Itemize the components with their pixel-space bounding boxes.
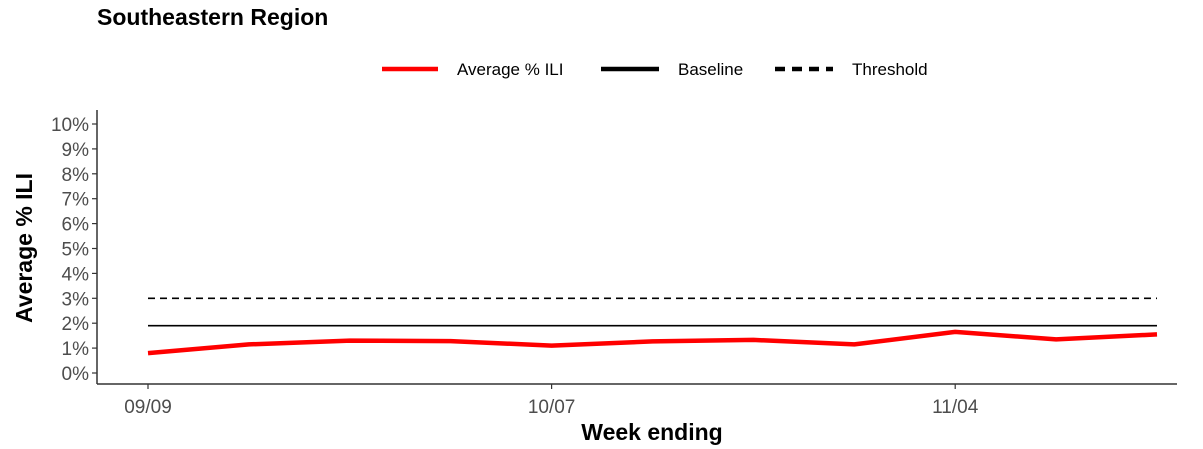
x-axis-title: Week ending xyxy=(581,419,722,445)
y-tick-label: 4% xyxy=(62,264,90,285)
chart-title: Southeastern Region xyxy=(97,4,329,30)
legend-label: Threshold xyxy=(852,60,928,79)
y-axis-title: Average % ILI xyxy=(11,173,37,323)
y-axis: 0% 1% 2% 3% 4% 5% 6% 7% 8% 9% 10% xyxy=(51,110,98,385)
legend: Average % ILI Baseline Threshold xyxy=(382,60,928,79)
y-tick-label: 6% xyxy=(62,215,90,236)
y-tick-label: 2% xyxy=(62,314,90,335)
y-tick-label: 9% xyxy=(62,140,90,161)
y-tick-label: 3% xyxy=(62,289,90,310)
legend-label: Baseline xyxy=(678,60,743,79)
y-tick-label: 0% xyxy=(62,364,90,385)
legend-label: Average % ILI xyxy=(457,60,563,79)
y-tick-label: 10% xyxy=(51,115,89,136)
x-tick-label: 10/07 xyxy=(528,397,576,418)
x-tick-label: 11/04 xyxy=(932,397,979,418)
series-line-average-ili xyxy=(147,329,1158,356)
y-tick-label: 5% xyxy=(62,240,90,261)
series-layer xyxy=(147,297,1158,356)
y-tick-label: 7% xyxy=(62,190,90,211)
x-tick-label: 09/09 xyxy=(124,397,172,418)
y-tick-label: 8% xyxy=(62,165,90,186)
x-axis: 09/09 10/07 11/04 xyxy=(97,383,1177,418)
y-tick-label: 1% xyxy=(62,339,90,360)
